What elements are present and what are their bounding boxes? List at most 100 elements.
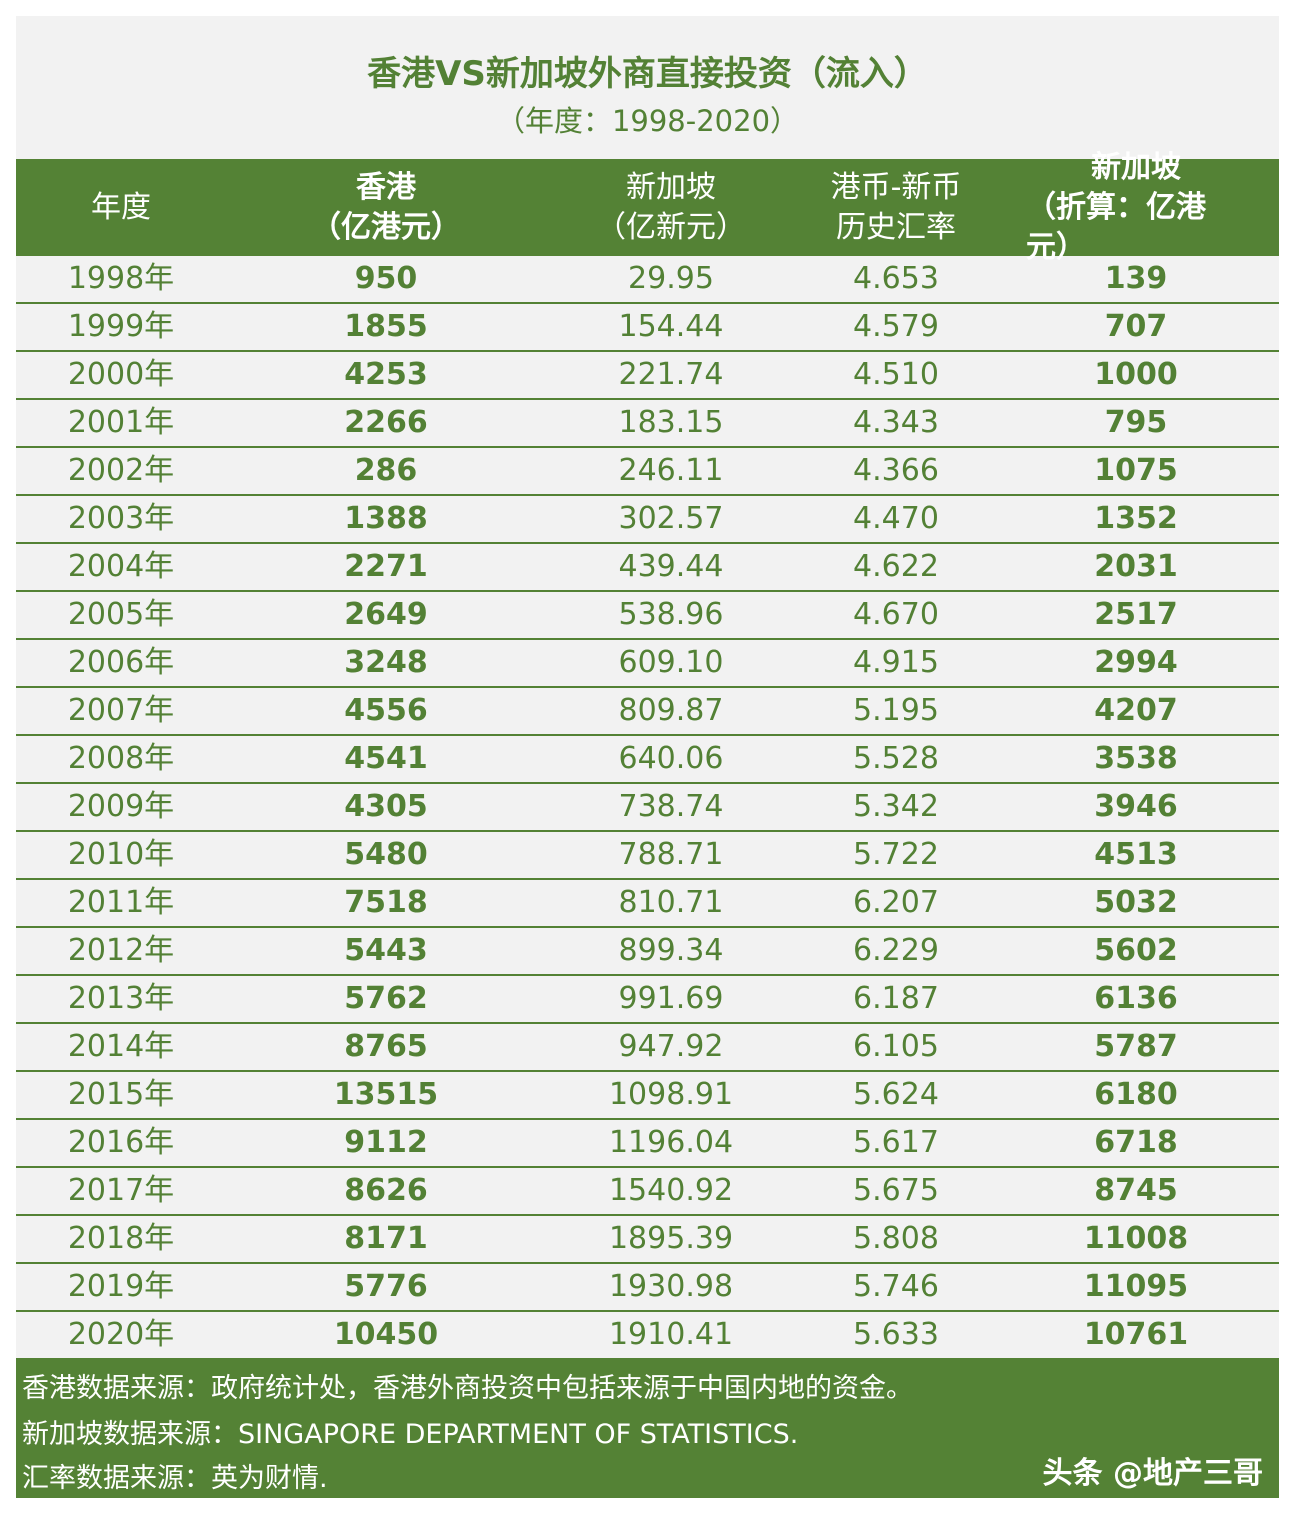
cell-sg-hkd: 8745 (1094, 1173, 1178, 1208)
cell-rate: 6.207 (853, 885, 939, 920)
table-row: 2009年 4305 738.74 5.342 3946 (16, 784, 1279, 832)
cell-year: 2007年 (67, 693, 175, 728)
table-row: 2016年 9112 1196.04 5.617 6718 (16, 1120, 1279, 1168)
cell-year: 2013年 (67, 981, 175, 1016)
table-row: 2008年 4541 640.06 5.528 3538 (16, 736, 1279, 784)
cell-sg: 439.44 (618, 549, 724, 584)
cell-sg-hkd: 1352 (1094, 501, 1178, 536)
table-row: 1999年 1855 154.44 4.579 707 (16, 304, 1279, 352)
table-row: 2004年 2271 439.44 4.622 2031 (16, 544, 1279, 592)
cell-sg: 609.10 (618, 645, 724, 680)
cell-rate: 5.528 (853, 741, 939, 776)
cell-year: 2005年 (67, 597, 175, 632)
table-row: 2003年 1388 302.57 4.470 1352 (16, 496, 1279, 544)
cell-sg: 738.74 (618, 789, 724, 824)
cell-sg-hkd: 11095 (1083, 1269, 1189, 1304)
cell-year: 2018年 (67, 1221, 175, 1256)
cell-sg-hkd: 1000 (1094, 357, 1178, 392)
cell-rate: 6.229 (853, 933, 939, 968)
cell-sg: 809.87 (618, 693, 724, 728)
header-rate-line2: 历史汇率 (836, 209, 956, 245)
cell-hk: 4253 (344, 357, 428, 392)
cell-sg: 810.71 (618, 885, 724, 920)
cell-sg: 1910.41 (608, 1317, 734, 1352)
table-row: 2012年 5443 899.34 6.229 5602 (16, 928, 1279, 976)
header-sg-line1: 新加坡 (626, 169, 716, 205)
cell-sg-hkd: 2994 (1094, 645, 1178, 680)
cell-rate: 4.622 (853, 549, 939, 584)
cell-year: 2002年 (67, 453, 175, 488)
table-row: 2018年 8171 1895.39 5.808 11008 (16, 1216, 1279, 1264)
cell-sg: 302.57 (618, 501, 724, 536)
header-hk: 香港 （亿港元） (286, 159, 486, 256)
cell-rate: 5.342 (853, 789, 939, 824)
cell-hk: 1388 (344, 501, 428, 536)
cell-sg-hkd: 6718 (1094, 1125, 1178, 1160)
cell-year: 2008年 (67, 741, 175, 776)
table-row: 2011年 7518 810.71 6.207 5032 (16, 880, 1279, 928)
table-header: 年度 香港 （亿港元） 新加坡 （亿新元） 港币-新币 历史汇率 新加坡 （折算… (16, 150, 1279, 265)
footer-source-sg: 新加坡数据来源：SINGAPORE DEPARTMENT OF STATISTI… (22, 1419, 799, 1450)
cell-hk: 8765 (344, 1029, 428, 1064)
cell-hk: 5443 (344, 933, 428, 968)
cell-sg-hkd: 5032 (1094, 885, 1178, 920)
cell-rate: 5.195 (853, 693, 939, 728)
cell-hk: 1855 (344, 309, 428, 344)
header-hk-line2: （亿港元） (311, 209, 461, 245)
header-sg-hkd-line1: 新加坡 (1091, 149, 1181, 185)
cell-year: 2004年 (67, 549, 175, 584)
cell-rate: 5.633 (853, 1317, 939, 1352)
cell-rate: 6.187 (853, 981, 939, 1016)
cell-hk: 10450 (333, 1317, 439, 1352)
table-row: 2001年 2266 183.15 4.343 795 (16, 400, 1279, 448)
cell-sg-hkd: 3946 (1094, 789, 1178, 824)
cell-sg-hkd: 2517 (1094, 597, 1178, 632)
cell-sg: 29.95 (628, 261, 714, 296)
cell-hk: 5762 (344, 981, 428, 1016)
cell-year: 2010年 (67, 837, 175, 872)
cell-year: 2009年 (67, 789, 175, 824)
cell-sg-hkd: 4207 (1094, 693, 1178, 728)
cell-rate: 4.366 (853, 453, 939, 488)
cell-sg: 899.34 (618, 933, 724, 968)
table-row: 2002年 286 246.11 4.366 1075 (16, 448, 1279, 496)
cell-sg-hkd: 11008 (1083, 1221, 1189, 1256)
cell-rate: 4.579 (853, 309, 939, 344)
cell-sg-hkd: 6180 (1094, 1077, 1178, 1112)
cell-sg-hkd: 139 (1104, 261, 1168, 296)
cell-hk: 9112 (344, 1125, 428, 1160)
cell-rate: 5.675 (853, 1173, 939, 1208)
header-year: 年度 (16, 159, 226, 256)
table-row: 2010年 5480 788.71 5.722 4513 (16, 832, 1279, 880)
cell-sg-hkd: 4513 (1094, 837, 1178, 872)
table-row: 2000年 4253 221.74 4.510 1000 (16, 352, 1279, 400)
table-row: 2017年 8626 1540.92 5.675 8745 (16, 1168, 1279, 1216)
footer-source-rate: 汇率数据来源：英为财情. (22, 1463, 328, 1494)
cell-sg: 991.69 (618, 981, 724, 1016)
cell-rate: 4.915 (853, 645, 939, 680)
cell-sg: 640.06 (618, 741, 724, 776)
cell-hk: 5480 (344, 837, 428, 872)
cell-year: 2012年 (67, 933, 175, 968)
header-sg: 新加坡 （亿新元） (576, 159, 766, 256)
cell-sg-hkd: 5602 (1094, 933, 1178, 968)
cell-hk: 286 (354, 453, 418, 488)
cell-sg: 221.74 (618, 357, 724, 392)
cell-hk: 4556 (344, 693, 428, 728)
page-subtitle: （年度：1998-2020） (495, 104, 800, 138)
cell-rate: 4.343 (853, 405, 939, 440)
header-hk-line1: 香港 (356, 169, 416, 205)
cell-sg: 1930.98 (608, 1269, 734, 1304)
cell-year: 2011年 (67, 885, 175, 920)
header-sg-hkd-line2: （折算：亿港元） (1026, 189, 1206, 265)
cell-rate: 4.470 (853, 501, 939, 536)
cell-rate: 4.510 (853, 357, 939, 392)
cell-year: 2019年 (67, 1269, 175, 1304)
header-year-label: 年度 (91, 189, 151, 225)
table-row: 1998年 950 29.95 4.653 139 (16, 256, 1279, 304)
cell-year: 2016年 (67, 1125, 175, 1160)
cell-year: 2020年 (67, 1317, 175, 1352)
cell-hk: 13515 (333, 1077, 439, 1112)
table-row: 2015年 13515 1098.91 5.624 6180 (16, 1072, 1279, 1120)
cell-year: 1998年 (67, 261, 175, 296)
